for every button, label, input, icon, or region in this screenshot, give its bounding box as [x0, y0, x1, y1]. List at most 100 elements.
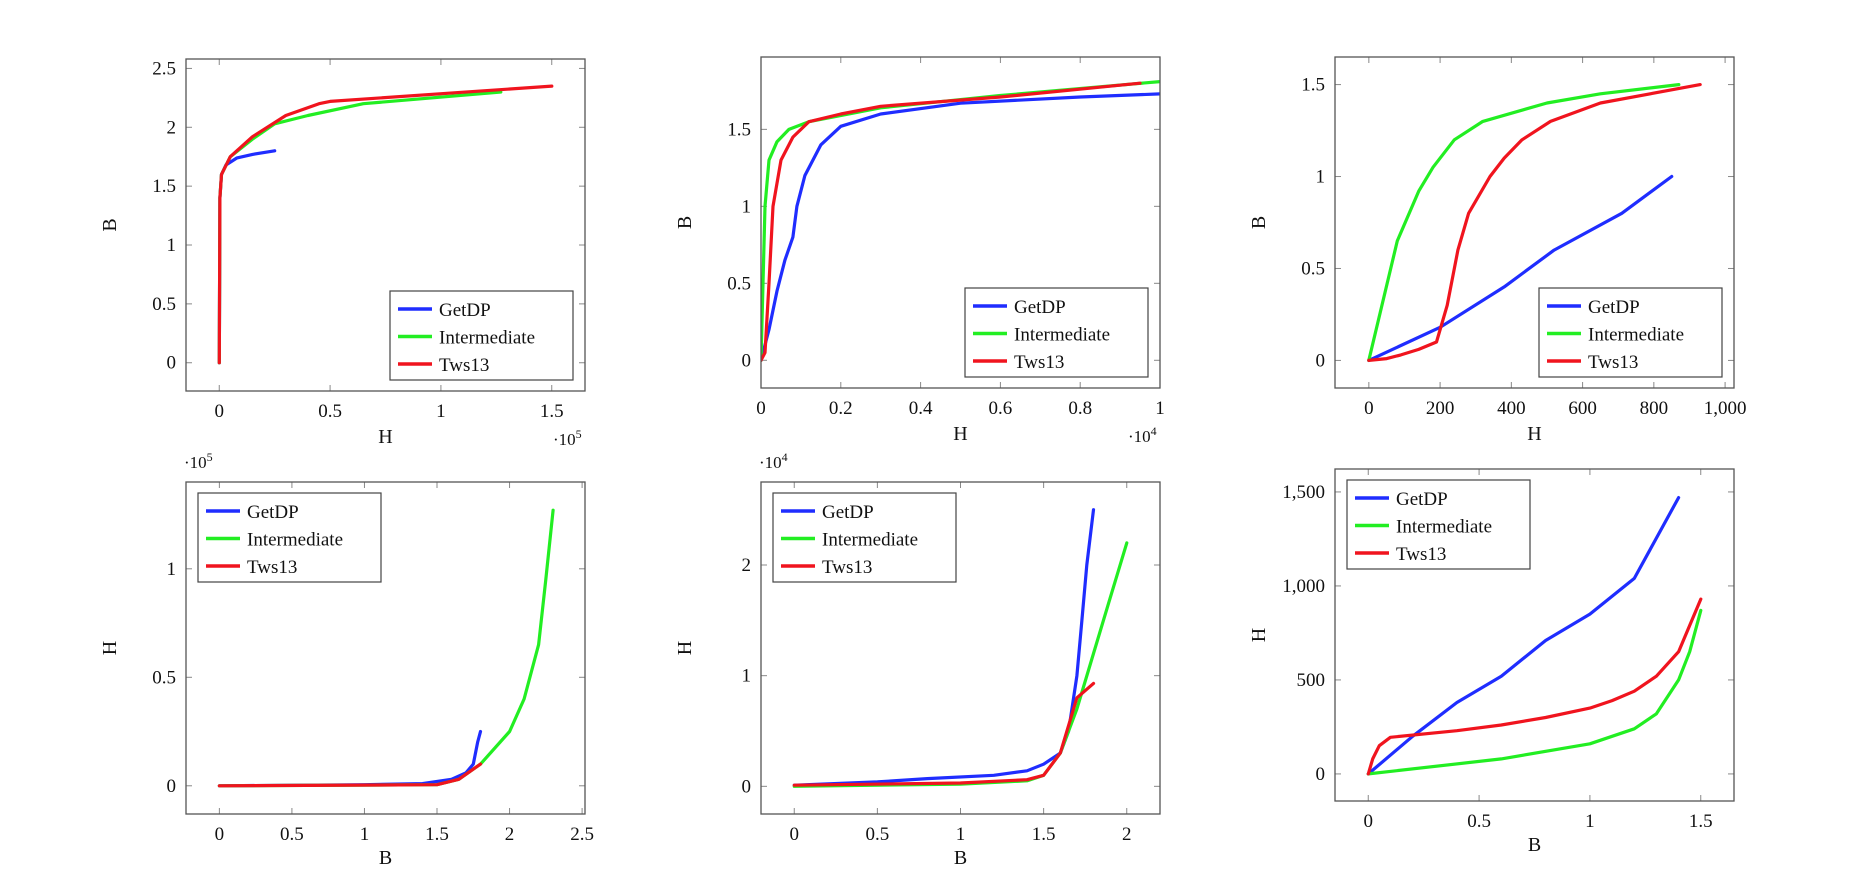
y-tick-label: 1.5 — [152, 176, 176, 197]
series-line-tws13 — [1366, 597, 1703, 776]
legend-label: Tws13 — [1396, 544, 1446, 565]
y-tick-label: 1 — [1316, 167, 1326, 188]
legend-label: GetDP — [439, 300, 491, 321]
y-tick-label: 500 — [1297, 670, 1326, 691]
legend: GetDP Intermediate Tws13 — [1346, 479, 1531, 570]
x-tick-label: 0 — [215, 824, 225, 845]
legend-label: Intermediate — [439, 328, 535, 349]
series-line-getdp — [1367, 174, 1674, 362]
x-tick-label: 1 — [956, 824, 966, 845]
legend-label: GetDP — [822, 502, 874, 523]
x-tick-label: 0.5 — [866, 824, 890, 845]
x-tick-label: 0.6 — [989, 398, 1013, 419]
legend: GetDP Intermediate Tws13 — [1538, 287, 1723, 378]
series-line-tws13 — [761, 81, 1142, 362]
plot-frame — [760, 481, 1161, 815]
y-tick-label: 0 — [1316, 350, 1326, 371]
y-axis-multiplier: ·105 — [184, 450, 213, 472]
x-tick-label: 0 — [756, 398, 766, 419]
y-axis-label: B — [1248, 216, 1270, 229]
chart-5: 0 0.5 1 1.5 2 0 1 2 B H ·104 GetDP Intermediate Tws13 — [674, 450, 1161, 869]
legend-label: Tws13 — [1014, 352, 1064, 373]
x-tick-label: 1 — [1585, 811, 1595, 832]
series-line-getdp — [761, 92, 1160, 362]
y-axis-label: H — [99, 641, 121, 655]
x-tick-label: 2 — [1122, 824, 1132, 845]
x-tick-label: 600 — [1568, 398, 1597, 419]
y-axis-multiplier: ·104 — [759, 450, 788, 472]
legend-label: Tws13 — [1588, 352, 1638, 373]
series-line-intermediate — [1367, 82, 1681, 362]
x-tick-label: 400 — [1497, 398, 1526, 419]
x-tick-label: 1.5 — [540, 401, 564, 422]
x-tick-label: 1,000 — [1704, 398, 1747, 419]
x-tick-label: 1 — [360, 824, 370, 845]
legend-label: GetDP — [1588, 297, 1640, 318]
x-tick-label: 0.8 — [1068, 398, 1092, 419]
y-axis-label: H — [674, 641, 696, 655]
y-tick-label: 0 — [742, 776, 752, 797]
x-axis-label: H — [953, 423, 967, 445]
x-tick-label: 1.5 — [425, 824, 449, 845]
x-tick-label: 0.5 — [280, 824, 304, 845]
legend-label: Intermediate — [822, 530, 918, 551]
x-tick-label: 1 — [1155, 398, 1165, 419]
series-line-getdp — [217, 149, 277, 365]
x-tick-label: 200 — [1426, 398, 1455, 419]
y-tick-label: 1 — [167, 235, 177, 256]
x-tick-label: 1.5 — [1689, 811, 1713, 832]
legend-label: Tws13 — [247, 557, 297, 578]
y-tick-label: 1,000 — [1282, 576, 1325, 597]
series-line-intermediate — [1366, 608, 1703, 776]
x-axis-label: B — [954, 847, 967, 869]
x-tick-label: 1.5 — [1032, 824, 1056, 845]
series-line-getdp — [792, 508, 1096, 787]
legend-label: Tws13 — [439, 355, 489, 376]
chart-2: 0 0.2 0.4 0.6 0.8 1 0 0.5 1 1.5 H B ·104 GetDP Interme… — [674, 56, 1165, 446]
x-axis-label: B — [379, 847, 392, 869]
x-tick-label: 0 — [1364, 398, 1374, 419]
y-tick-label: 0 — [167, 776, 177, 797]
legend-label: GetDP — [247, 502, 299, 523]
y-tick-label: 1.5 — [727, 119, 751, 140]
y-tick-label: 0.5 — [727, 273, 751, 294]
x-tick-label: 0 — [215, 401, 225, 422]
series-line-tws13 — [217, 762, 483, 788]
y-tick-label: 0.5 — [1301, 258, 1325, 279]
legend-label: GetDP — [1396, 489, 1448, 510]
x-axis-label: H — [378, 426, 392, 448]
chart-1: 0 0.5 1 1.5 0 0.5 1 1.5 2 2.5 H B ·105 GetDP Intermedi… — [99, 58, 586, 449]
legend-label: Intermediate — [247, 530, 343, 551]
y-tick-label: 0 — [167, 353, 177, 374]
y-tick-label: 2 — [167, 117, 177, 138]
series-line-getdp — [1366, 496, 1681, 776]
y-axis-label: H — [1248, 628, 1270, 642]
y-tick-label: 1,500 — [1282, 482, 1325, 503]
plot-frame — [760, 56, 1161, 389]
plot-frame — [1334, 56, 1735, 389]
x-tick-label: 0.2 — [829, 398, 853, 419]
chart-3: 0 200 400 600 800 1,000 0 0.5 1 1.5 H B GetDP Interme… — [1248, 56, 1747, 445]
y-tick-label: 0 — [742, 350, 752, 371]
x-tick-label: 800 — [1640, 398, 1669, 419]
y-tick-label: 1 — [742, 666, 752, 687]
series-line-getdp — [217, 729, 483, 788]
chart-6: 0 0.5 1 1.5 0 500 1,000 1,500 B H GetDP Intermediat… — [1248, 468, 1735, 856]
y-tick-label: 1 — [742, 196, 752, 217]
y-tick-label: 2.5 — [152, 58, 176, 79]
legend-label: GetDP — [1014, 297, 1066, 318]
y-tick-label: 1.5 — [1301, 75, 1325, 96]
plot-frame — [1334, 468, 1735, 802]
legend-label: Intermediate — [1588, 325, 1684, 346]
x-axis-multiplier: ·104 — [1128, 424, 1157, 446]
x-tick-label: 0.5 — [1467, 811, 1491, 832]
x-tick-label: 0 — [790, 824, 800, 845]
x-axis-multiplier: ·105 — [553, 427, 582, 449]
x-tick-label: 0.4 — [909, 398, 933, 419]
y-axis-label: B — [99, 218, 121, 231]
y-tick-label: 1 — [167, 559, 177, 580]
y-tick-label: 0 — [1316, 764, 1326, 785]
chart-4: 0 0.5 1 1.5 2 2.500.51BH·105GetDPIntermediate… — [99, 450, 594, 869]
plot-frame — [185, 58, 586, 392]
